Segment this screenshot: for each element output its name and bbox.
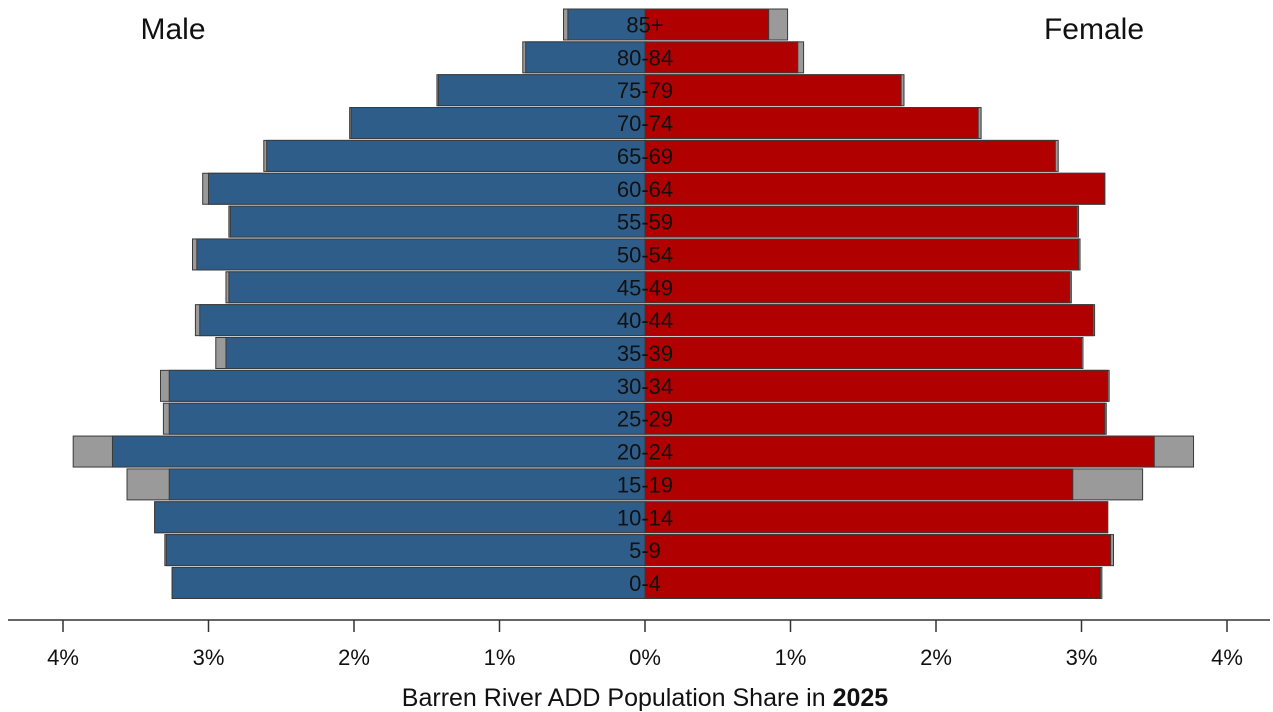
female-bar-40-44	[644, 304, 1094, 337]
female-bar-55-59	[644, 205, 1078, 238]
male-bar-75-79	[437, 74, 646, 107]
female-bar-5-9	[644, 534, 1112, 567]
x-tick-label: 0%	[629, 645, 661, 670]
age-group-label: 50-54	[617, 242, 673, 267]
bar-layer	[72, 8, 1195, 599]
male-bar-50-54	[196, 238, 646, 271]
age-group-label: 15-19	[617, 472, 673, 497]
female-bar-20-24	[644, 435, 1155, 468]
x-axis-title-prefix: Barren River ADD Population Share in	[402, 684, 833, 712]
male-bar-60-64	[208, 172, 646, 205]
male-side-title: Male	[140, 13, 205, 46]
male-bar-0-4	[171, 566, 646, 599]
age-group-label: 10-14	[617, 505, 673, 530]
x-tick-label: 3%	[193, 645, 225, 670]
male-bar-20-24	[111, 435, 646, 468]
female-bar-85plus	[644, 8, 770, 41]
age-group-label: 30-34	[617, 374, 673, 399]
x-axis-title: Barren River ADD Population Share in 202…	[402, 684, 888, 712]
male-bar-80-84	[525, 41, 646, 74]
x-tick-label: 1%	[484, 645, 516, 670]
age-group-label: 85+	[626, 13, 663, 38]
age-group-label: 60-64	[617, 177, 673, 202]
x-tick-label: 1%	[775, 645, 807, 670]
female-bar-0-4	[644, 566, 1101, 599]
age-group-label: 25-29	[617, 407, 673, 432]
female-side-title: Female	[1044, 13, 1144, 46]
female-bar-70-74	[644, 107, 979, 140]
male-bar-45-49	[228, 271, 646, 304]
male-bar-30-34	[168, 369, 646, 402]
age-group-label: 35-39	[617, 341, 673, 366]
age-group-label: 45-49	[617, 275, 673, 300]
male-bar-70-74	[350, 107, 646, 140]
female-bar-50-54	[644, 238, 1080, 271]
age-group-label: 5-9	[629, 538, 661, 563]
age-group-label: 75-79	[617, 78, 673, 103]
female-bar-75-79	[644, 74, 902, 107]
female-bar-35-39	[644, 337, 1082, 369]
male-bar-5-9	[165, 534, 646, 567]
x-tick-label: 2%	[920, 645, 952, 670]
x-tick-label: 3%	[1066, 645, 1098, 670]
female-bar-80-84	[644, 41, 799, 74]
male-bar-40-44	[199, 304, 646, 337]
male-bar-85plus	[567, 8, 646, 41]
x-tick-label: 4%	[1211, 645, 1243, 670]
age-group-label: 0-4	[629, 571, 661, 596]
age-group-label: 55-59	[617, 210, 673, 235]
x-axis-title-year: 2025	[833, 684, 889, 712]
male-bar-25-29	[168, 402, 646, 435]
x-axis-ticks: 4% 3% 2% 1% 0% 1% 2% 3% 4%	[47, 620, 1243, 670]
male-bar-65-69	[266, 139, 646, 172]
age-group-labels: 85+ 80-84 75-79 70-74 65-69 60-64 55-59 50-54 45…	[617, 13, 673, 596]
x-tick-label: 4%	[47, 645, 79, 670]
male-bar-55-59	[229, 205, 646, 238]
female-bar-10-14	[644, 501, 1109, 534]
age-group-label: 80-84	[617, 45, 673, 70]
age-group-label: 65-69	[617, 144, 673, 169]
male-bar-15-19	[168, 468, 646, 501]
male-bar-10-14	[154, 501, 646, 534]
male-bar-35-39	[225, 337, 646, 369]
x-tick-label: 2%	[338, 645, 370, 670]
female-bar-15-19	[644, 468, 1074, 501]
female-bar-25-29	[644, 402, 1106, 435]
age-group-label: 40-44	[617, 308, 673, 333]
female-bar-45-49	[644, 271, 1071, 304]
age-group-label: 20-24	[617, 440, 673, 465]
age-group-label: 70-74	[617, 111, 673, 136]
female-bar-30-34	[644, 369, 1109, 402]
female-bar-65-69	[644, 139, 1056, 172]
female-bar-60-64	[644, 172, 1106, 205]
